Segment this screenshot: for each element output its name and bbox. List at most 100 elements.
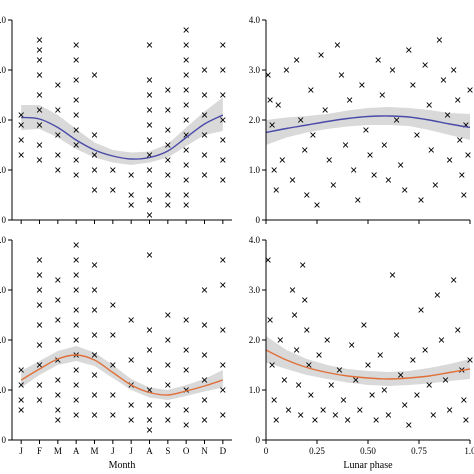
data-point xyxy=(36,37,43,43)
data-point xyxy=(73,157,79,163)
data-point xyxy=(91,372,98,378)
data-point xyxy=(285,407,292,413)
data-point xyxy=(297,412,304,418)
data-point xyxy=(91,187,98,193)
data-point xyxy=(220,92,226,98)
data-point xyxy=(165,142,171,148)
x-tick-label: D xyxy=(220,446,227,456)
data-point xyxy=(146,417,153,423)
data-point xyxy=(302,147,308,153)
data-point xyxy=(220,42,226,48)
data-point xyxy=(55,152,61,158)
y-tick-label: 4.0 xyxy=(0,235,7,245)
data-point xyxy=(461,397,467,403)
data-point xyxy=(73,172,79,178)
data-point xyxy=(332,412,339,418)
data-point xyxy=(73,257,79,263)
data-point xyxy=(128,402,134,408)
data-point xyxy=(267,317,273,323)
data-point xyxy=(293,347,300,353)
data-point xyxy=(146,427,153,433)
data-point xyxy=(146,252,153,258)
data-point xyxy=(91,132,98,138)
data-point xyxy=(55,317,61,323)
data-point xyxy=(55,82,61,88)
fit-line xyxy=(265,349,471,380)
data-point xyxy=(397,162,404,168)
data-point xyxy=(36,342,43,348)
data-point xyxy=(201,92,208,98)
data-point xyxy=(183,102,189,108)
data-point xyxy=(165,87,171,93)
data-point xyxy=(436,37,443,43)
data-point xyxy=(344,417,351,423)
data-point xyxy=(385,412,392,418)
data-point xyxy=(55,107,61,113)
data-point xyxy=(73,272,79,278)
data-point xyxy=(363,127,369,133)
data-point xyxy=(402,402,408,408)
data-point xyxy=(379,92,385,98)
data-point xyxy=(393,117,400,123)
data-point xyxy=(455,97,461,103)
data-point xyxy=(220,67,226,73)
data-points xyxy=(265,37,473,208)
data-point xyxy=(304,192,310,198)
data-point xyxy=(373,417,379,423)
data-point xyxy=(73,112,79,118)
data-point xyxy=(165,192,171,198)
panel-top-right: 0 1.0 2.0 3.0 4.0 xyxy=(249,15,473,225)
y-tick-label: 2.0 xyxy=(0,335,7,345)
data-point xyxy=(220,157,226,163)
y-tick-label: 1.0 xyxy=(0,385,7,395)
data-point xyxy=(73,397,79,403)
data-point xyxy=(73,42,79,48)
data-point xyxy=(146,182,153,188)
x-tick-label: J xyxy=(111,446,115,456)
data-point xyxy=(183,87,189,93)
data-point xyxy=(73,242,79,248)
x-tick-label: A xyxy=(73,446,80,456)
data-point xyxy=(91,287,98,293)
data-point xyxy=(183,422,189,428)
fit-line xyxy=(20,354,224,396)
data-point xyxy=(55,407,61,413)
data-point xyxy=(18,407,24,413)
data-point xyxy=(91,167,98,173)
data-point xyxy=(165,417,171,423)
data-point xyxy=(73,307,79,313)
data-point xyxy=(434,292,441,298)
x-tick-label: 0 xyxy=(264,446,269,456)
data-point xyxy=(220,117,226,123)
confidence-band xyxy=(21,97,223,165)
data-point xyxy=(273,187,279,193)
data-point xyxy=(165,362,171,368)
data-point xyxy=(320,407,326,413)
panel-top-left: 0 1.0 2.0 3.0 4.0 xyxy=(0,15,232,225)
data-point xyxy=(312,417,318,423)
data-point xyxy=(183,42,189,48)
data-point xyxy=(36,362,43,368)
data-point xyxy=(306,362,312,368)
data-point xyxy=(146,212,153,218)
x-tick-label: J xyxy=(19,446,23,456)
data-point xyxy=(110,412,116,418)
data-point xyxy=(183,317,189,323)
y-tick-label: 1.0 xyxy=(0,165,7,175)
data-point xyxy=(91,72,98,78)
data-point xyxy=(183,72,189,78)
data-point xyxy=(146,197,153,203)
data-point xyxy=(277,337,283,343)
confidence-band xyxy=(266,107,470,145)
data-point xyxy=(73,367,79,373)
data-point xyxy=(73,77,79,83)
data-point xyxy=(36,142,43,148)
data-point xyxy=(18,367,24,373)
data-point xyxy=(463,417,469,423)
data-point xyxy=(201,152,208,158)
data-point xyxy=(91,332,98,338)
data-point xyxy=(146,347,153,353)
data-point xyxy=(18,122,24,128)
y-tick-label: 0 xyxy=(256,215,261,225)
data-point xyxy=(269,122,275,128)
